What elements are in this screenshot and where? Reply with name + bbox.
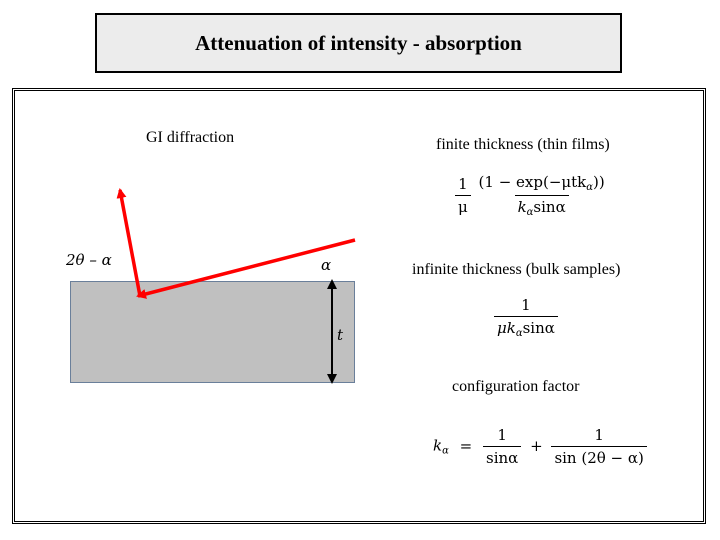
infinite-thickness-formula: 1 μkαsinα [494,296,558,339]
sample-block [70,281,355,383]
infinite-thickness-label: infinite thickness (bulk samples) [412,261,621,278]
title-box: Attenuation of intensity - absorption [95,13,622,73]
diffracted-beam-arrow [116,188,142,297]
finite-thickness-label: finite thickness (thin films) [436,136,610,153]
exit-angle-label: 2θ – α [66,251,112,269]
gi-diffraction-label: GI diffraction [146,129,235,146]
finite-thickness-formula: 1 μ (1 − exp(−μtkα)) kαsinα [455,173,608,218]
incident-beam-arrow [136,238,356,299]
configuration-factor-formula: kα = 1 sinα + 1 sin (2θ − α) [433,426,647,467]
content-frame [12,88,706,524]
thickness-label: t [337,326,344,344]
finite-right-fraction: (1 − exp(−μtkα)) kαsinα [478,173,605,218]
configuration-factor-label: configuration factor [452,378,580,395]
incident-angle-label: α [321,256,332,274]
finite-left-fraction: 1 μ [455,175,471,216]
slide-title: Attenuation of intensity - absorption [195,30,522,55]
